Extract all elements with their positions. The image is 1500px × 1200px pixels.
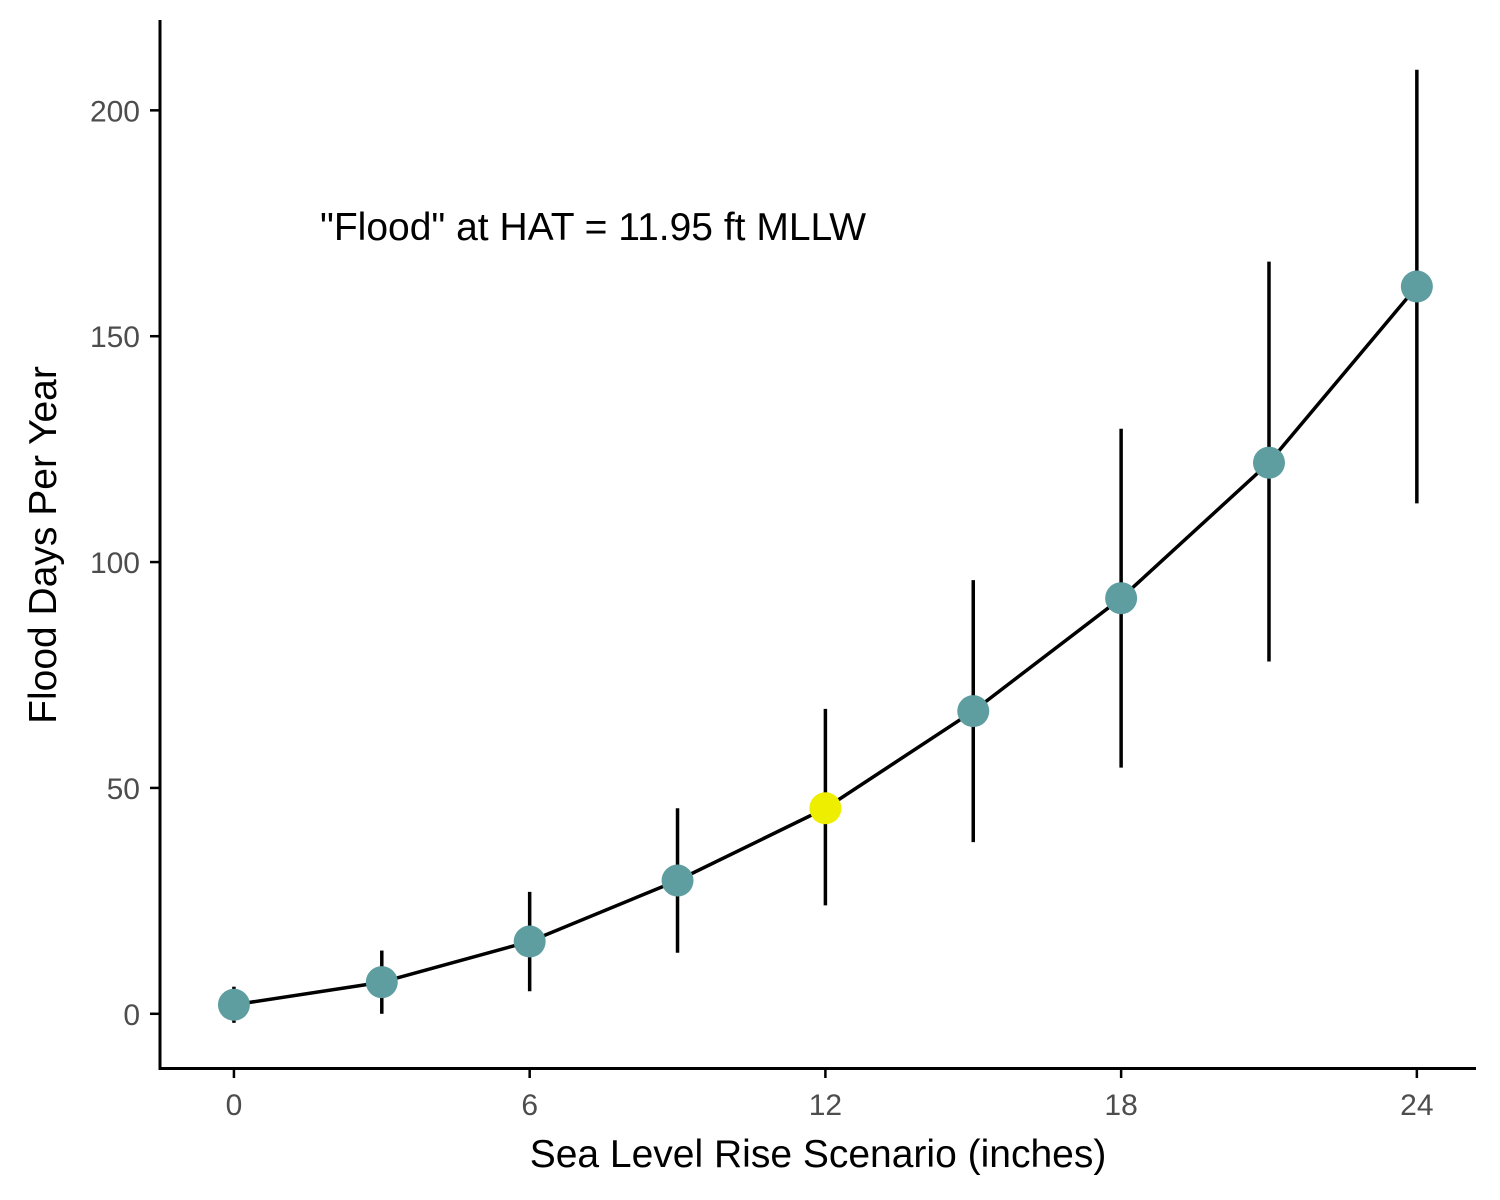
y-tick-label-200: 200 <box>90 95 140 128</box>
data-point-4 <box>809 792 842 825</box>
y-tick-group: 0 50 100 150 200 <box>90 95 160 1032</box>
y-tick-label-150: 150 <box>90 321 140 354</box>
x-axis-title: Sea Level Rise Scenario (inches) <box>530 1133 1107 1176</box>
data-point-2 <box>513 925 546 958</box>
data-point-1 <box>365 966 398 999</box>
y-tick-label-0: 0 <box>123 999 140 1032</box>
point-group <box>217 270 1433 1021</box>
x-tick-label-18: 18 <box>1104 1089 1137 1122</box>
data-point-5 <box>957 695 990 728</box>
x-tick-label-0: 0 <box>226 1089 243 1122</box>
data-point-0 <box>217 988 250 1021</box>
data-point-8 <box>1400 270 1433 303</box>
x-tick-label-12: 12 <box>809 1089 842 1122</box>
data-point-6 <box>1105 582 1138 615</box>
x-tick-label-6: 6 <box>521 1089 538 1122</box>
data-point-7 <box>1252 446 1285 479</box>
x-tick-label-24: 24 <box>1400 1089 1433 1122</box>
y-axis-title: Flood Days Per Year <box>22 366 65 724</box>
y-tick-label-50: 50 <box>107 773 140 806</box>
data-point-3 <box>661 864 694 897</box>
chart-annotation: "Flood" at HAT = 11.95 ft MLLW <box>320 206 866 249</box>
x-tick-group: 0 6 12 18 24 <box>226 1068 1434 1122</box>
y-tick-label-100: 100 <box>90 547 140 580</box>
